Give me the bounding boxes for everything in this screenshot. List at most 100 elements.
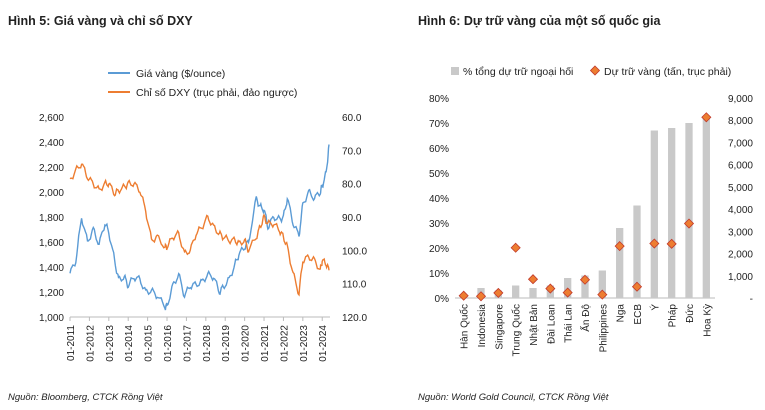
- right-chart-source: Nguồn: World Gold Council, CTCK Rồng Việ…: [418, 392, 609, 403]
- diamond-marker-1: [475, 291, 487, 302]
- legend-label: Chỉ số DXY (trục phải, đảo ngược): [136, 87, 297, 99]
- diamond-marker-14: [701, 112, 712, 123]
- y-right-tick-label: 7,000: [728, 138, 753, 149]
- y-right-tick-label: 120.0: [342, 313, 367, 324]
- x-tick-label: 01-2019: [221, 325, 232, 362]
- y-right-tick-label: 90.0: [342, 213, 362, 224]
- diamond-marker-5: [545, 283, 556, 294]
- x-tick-label: 01-2014: [124, 325, 135, 362]
- diamond-marker-13: [683, 218, 695, 229]
- x-tick-label: 01-2016: [163, 325, 174, 362]
- legend-swatch-bar: [451, 67, 459, 75]
- x-tick-label: 01-2024: [318, 325, 329, 362]
- y-left-tick-label: 1,000: [39, 313, 64, 324]
- y-left-tick-label: 2,200: [39, 163, 64, 174]
- category-label: Trung Quốc: [511, 304, 523, 356]
- bar-12: [668, 128, 676, 298]
- y-left-tick-label: 0%: [435, 294, 450, 305]
- y-right-tick-label: 70.0: [342, 146, 362, 157]
- y-right-tick-label: 6,000: [728, 161, 753, 172]
- category-label: Nhật Bản: [529, 304, 540, 346]
- y-right-tick-label: 1,000: [728, 272, 753, 283]
- series-line-gold-price: [69, 144, 330, 311]
- y-right-tick-label: 4,000: [728, 205, 753, 216]
- category-label: Singapore: [494, 304, 505, 350]
- x-tick-label: 01-2023: [299, 325, 310, 362]
- category-label: Pháp: [668, 304, 679, 328]
- legend-swatch-diamond: [589, 65, 601, 76]
- bar-8: [598, 270, 606, 298]
- bar-4: [529, 288, 537, 298]
- bar-14: [702, 118, 710, 298]
- category-label: Indonesia: [477, 304, 488, 348]
- gold-price-dxy-chart: 2,600 2,400 2,200 2,000 1,800 1,600 1,400 1,200…: [39, 68, 367, 362]
- y-right-tick-label: 8,000: [728, 116, 753, 127]
- y-left-tick-label: 1,400: [39, 263, 64, 274]
- y-right-tick-label: 80.0: [342, 180, 362, 191]
- y-left-tick-label: 2,400: [39, 138, 64, 149]
- left-chart-title: Hình 5: Giá vàng và chỉ số DXY: [8, 14, 193, 28]
- bar-9: [616, 228, 624, 298]
- bar-10: [633, 205, 641, 298]
- y-left-tick-label: 60%: [429, 144, 449, 155]
- legend-label: Dự trữ vàng (tấn, trục phải): [604, 66, 731, 78]
- left-chart-source: Nguồn: Bloomberg, CTCK Rồng Việt: [8, 392, 163, 403]
- x-tick-label: 01-2021: [260, 325, 271, 362]
- x-tick-label: 01-2012: [85, 325, 96, 362]
- x-tick-label: 01-2015: [144, 325, 155, 362]
- bar-7: [581, 275, 589, 298]
- diamond-marker-8: [597, 289, 608, 300]
- y-left-tick-label: 30%: [429, 219, 449, 230]
- category-label: Đài Loan: [546, 304, 557, 344]
- y-left-tick-label: 50%: [429, 169, 449, 180]
- x-tick-label: 01-2018: [202, 325, 213, 362]
- x-tick-label: 01-2020: [241, 325, 252, 362]
- category-label: Nga: [616, 304, 627, 323]
- diamond-marker-9: [614, 241, 625, 252]
- series-line-dxy: [69, 163, 330, 297]
- y-right-tick-label: 9,000: [728, 94, 753, 105]
- category-label: Ý: [648, 304, 661, 311]
- y-left-tick-label: 1,800: [39, 213, 64, 224]
- y-right-tick-label: -: [750, 294, 753, 305]
- y-right-tick-label: 110.0: [342, 280, 367, 291]
- y-left-tick-label: 70%: [429, 119, 449, 130]
- diamond-marker-0: [458, 290, 469, 301]
- category-label: Hoa Kỳ: [702, 304, 713, 337]
- y-left-tick-label: 2,000: [39, 188, 64, 199]
- diamond-marker-2: [493, 287, 504, 298]
- y-right-tick-label: 3,000: [728, 227, 753, 238]
- category-label: Đức: [685, 304, 696, 323]
- right-chart-title: Hình 6: Dự trữ vàng của một số quốc gia: [418, 14, 661, 28]
- x-tick-label: 01-2017: [182, 325, 193, 362]
- bar-3: [512, 285, 520, 298]
- y-left-tick-label: 2,600: [39, 113, 64, 124]
- legend-label: % tổng dự trữ ngoại hối: [463, 66, 573, 78]
- diamond-marker-12: [666, 238, 677, 249]
- category-label: Ấn Độ: [579, 304, 592, 332]
- y-right-tick-label: 60.0: [342, 113, 362, 124]
- diamond-marker-3: [510, 242, 521, 253]
- bar-13: [685, 123, 693, 298]
- y-left-tick-label: 40%: [429, 194, 449, 205]
- legend-label: Giá vàng ($/ounce): [136, 68, 225, 80]
- y-right-tick-label: 100.0: [342, 246, 367, 257]
- diamond-marker-4: [527, 274, 539, 285]
- y-left-tick-label: 1,600: [39, 238, 64, 249]
- y-left-tick-label: 1,200: [39, 288, 64, 299]
- x-tick-label: 01-2011: [66, 325, 77, 361]
- diamond-marker-10: [631, 281, 643, 292]
- y-left-tick-label: 20%: [429, 244, 449, 255]
- diamond-marker-11: [649, 238, 660, 249]
- category-label: Thái Lan: [564, 304, 575, 343]
- category-label: ECB: [633, 304, 644, 325]
- x-tick-label: 01-2013: [105, 325, 116, 362]
- y-right-tick-label: 2,000: [728, 250, 753, 261]
- category-label: Hàn Quốc: [459, 304, 471, 349]
- y-right-tick-label: 5,000: [728, 183, 753, 194]
- gold-reserves-chart: 80% 70% 60% 50% 40% 30% 20% 10% 0% 9,000 8,000 7,00…: [429, 65, 753, 356]
- diamond-marker-7: [579, 274, 591, 285]
- y-left-tick-label: 10%: [429, 269, 449, 280]
- diamond-marker-6: [562, 287, 573, 298]
- x-tick-label: 01-2022: [279, 325, 290, 362]
